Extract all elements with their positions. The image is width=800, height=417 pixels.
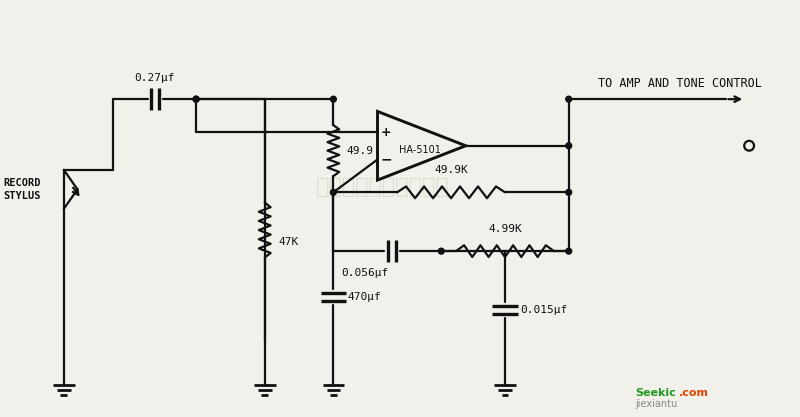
Text: .com: .com	[678, 388, 709, 398]
Circle shape	[438, 248, 444, 254]
Text: +: +	[381, 126, 392, 138]
Text: 47K: 47K	[278, 237, 298, 247]
Circle shape	[193, 96, 199, 102]
Text: 0.27μf: 0.27μf	[134, 73, 175, 83]
Text: 4.99K: 4.99K	[488, 224, 522, 234]
Text: −: −	[381, 153, 392, 166]
Circle shape	[566, 189, 572, 195]
Text: 杭州将睬科技有限公司: 杭州将睬科技有限公司	[315, 177, 450, 197]
Text: 49.9K: 49.9K	[434, 165, 468, 175]
Text: TO AMP AND TONE CONTROL: TO AMP AND TONE CONTROL	[598, 77, 762, 90]
Circle shape	[330, 96, 336, 102]
Text: 470μf: 470μf	[347, 292, 381, 302]
Text: RECORD
STYLUS: RECORD STYLUS	[4, 178, 42, 201]
Text: 0.056μf: 0.056μf	[341, 268, 388, 278]
Text: Seekic: Seekic	[635, 388, 676, 398]
Circle shape	[566, 143, 572, 149]
Circle shape	[193, 96, 199, 102]
Text: jiexiantu: jiexiantu	[635, 399, 678, 409]
Text: HA-5101: HA-5101	[398, 145, 441, 155]
Circle shape	[744, 141, 754, 151]
Circle shape	[566, 248, 572, 254]
Circle shape	[566, 96, 572, 102]
Circle shape	[330, 189, 336, 195]
Text: 49.9: 49.9	[346, 146, 373, 156]
Text: 0.015μf: 0.015μf	[521, 305, 568, 315]
